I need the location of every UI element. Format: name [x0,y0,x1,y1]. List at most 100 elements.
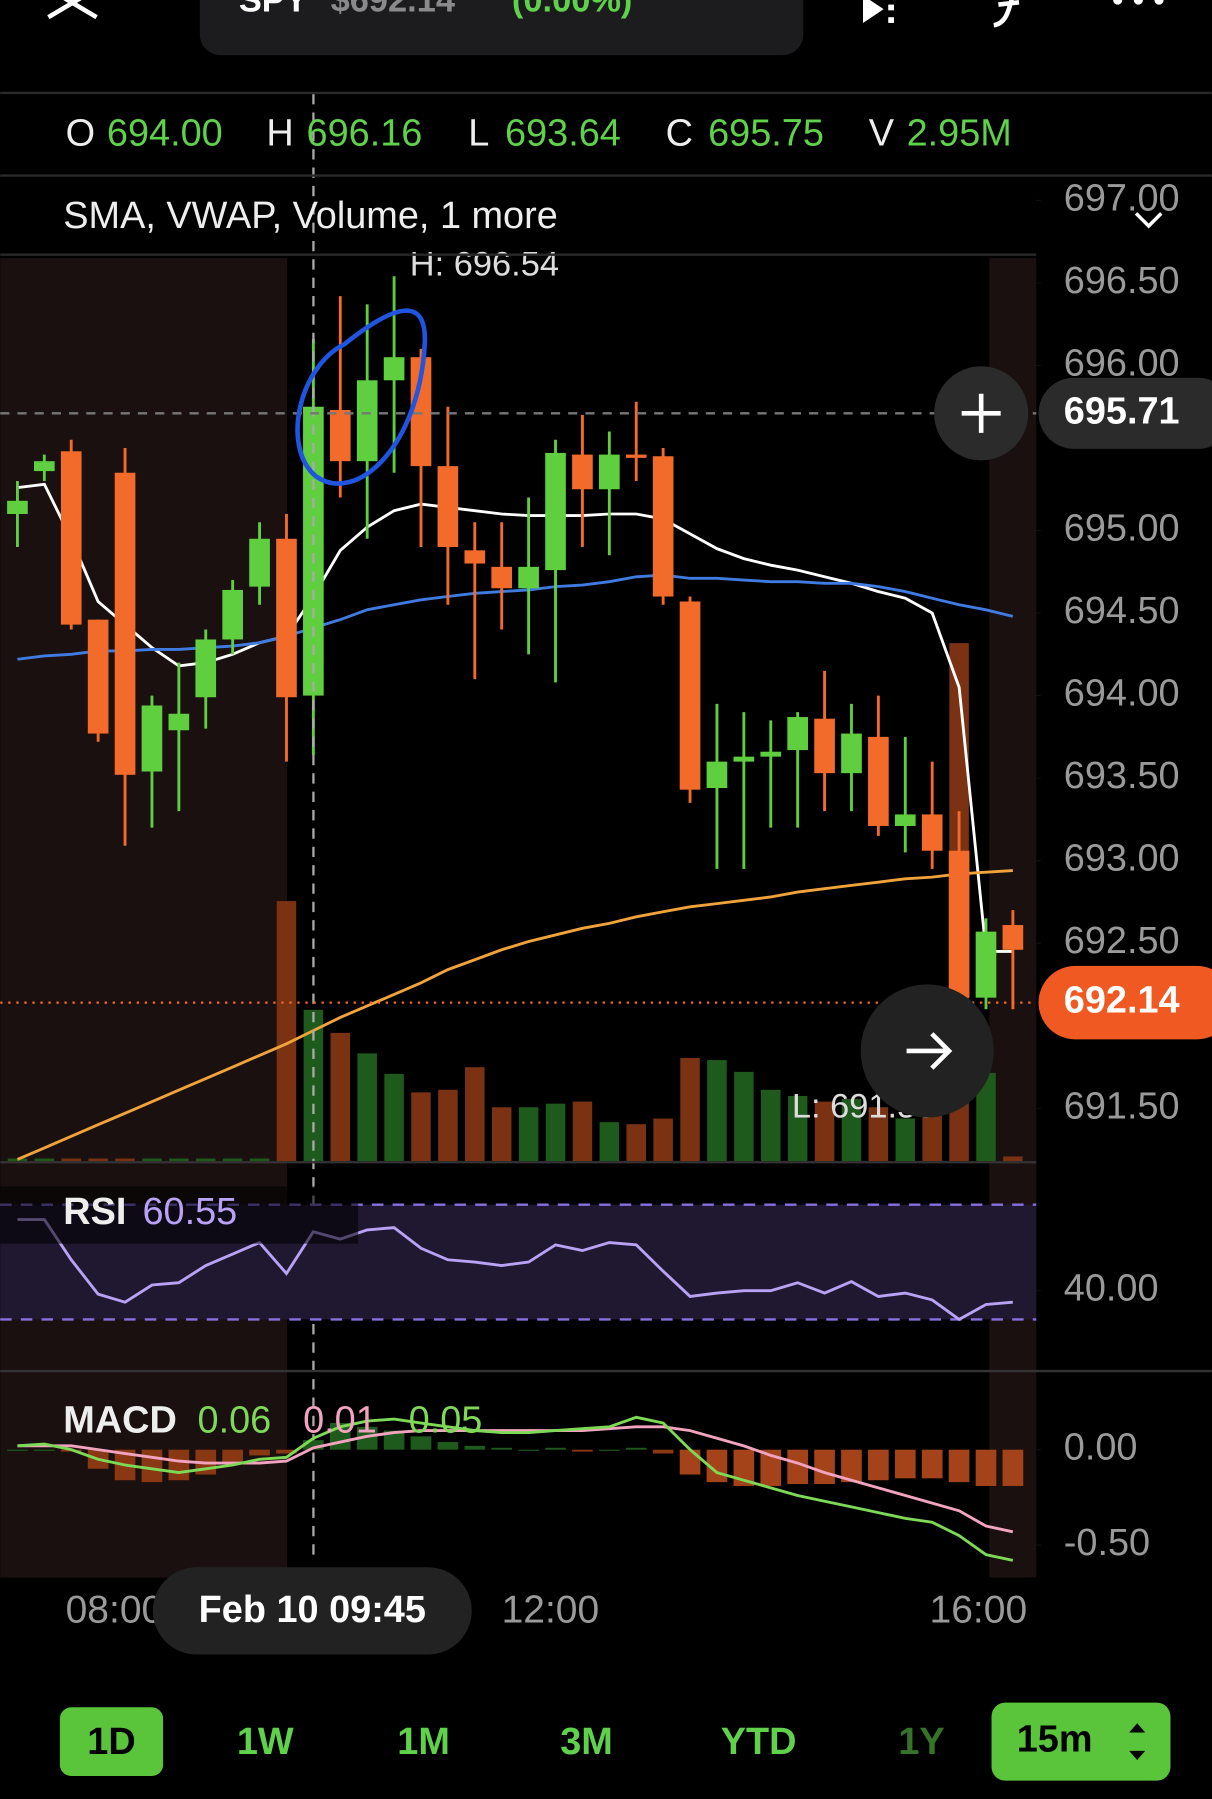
indicators-chevron[interactable] [1134,212,1163,229]
bottom-layer: 08:00 12:00 16:00 Feb 10 09:45 1D 1W 1M 3M YTD 1Y… [59,1567,1212,1781]
x-tick-label: 12:00 [502,1588,600,1631]
timeframe-selected-pill[interactable] [59,1707,164,1777]
play-icon [888,17,894,23]
volume-bar [787,1095,808,1162]
interval-pill[interactable] [991,1702,1171,1781]
macd-histogram-bar [356,1426,378,1450]
y-tick-label: 695.00 [1064,508,1180,550]
macd-histogram-bar [464,1445,486,1450]
premarket-shade [0,258,288,1578]
volume-bar [34,1158,55,1162]
candle-body [114,472,136,775]
y-tick-label: 693.50 [1064,755,1180,797]
candle-body [383,357,405,381]
macd-histogram-bar [948,1449,970,1483]
volume-bar [572,1101,593,1162]
ohlc-value: 694.00 [107,112,223,154]
x-tick-label: 16:00 [930,1588,1028,1631]
ohlc-key: H [266,112,293,154]
candle-body [760,751,782,757]
interval-arrows [1129,1723,1146,1760]
macd-histogram-bar [814,1449,835,1485]
volume-bar [276,901,297,1162]
macd-histogram-bar [7,1449,28,1451]
timeframe-option[interactable]: 3M [560,1721,613,1763]
macd-histogram-bar [249,1449,270,1456]
candle-body [195,639,217,698]
macd-tick-label: 0.00 [1064,1427,1138,1469]
fx-button[interactable] [993,0,1020,28]
symbol-change: (0.00%) [512,0,632,19]
macd-histogram-bar [652,1449,674,1454]
macd-histogram-bar [276,1449,297,1454]
indicators-label[interactable]: SMA, VWAP, Volume, 1 more [63,195,557,237]
ohlc-value: 2.95M [907,112,1012,154]
volume-bar [518,1107,539,1162]
volume-bar [895,1118,916,1162]
candle-body [572,454,593,490]
candle-body [948,850,970,998]
symbol-price: $692.14 [331,0,455,19]
symbol-pill[interactable] [199,0,804,56]
candle-body [410,357,432,467]
timeframe-option[interactable]: 1M [397,1721,450,1763]
candle-body [168,713,190,731]
volume-bar [61,1158,81,1162]
timeframe-option[interactable]: 1Y [898,1721,944,1763]
macd-histogram-bar [410,1436,432,1450]
interval-label: 15m [1017,1719,1093,1761]
macd-line [17,1415,1014,1562]
candle-body [625,454,647,458]
macd-histogram-bar [168,1449,190,1481]
volume-bar [411,1092,431,1162]
ohlc-key: L [468,112,489,154]
candle-layer [7,276,1024,1010]
replay-button[interactable] [863,0,894,23]
ohlc-value: 693.64 [505,112,621,154]
y-tick-label: 691.50 [1064,1085,1180,1127]
more-button[interactable] [1113,0,1164,5]
rsi-label-box [0,1186,359,1244]
candle-body [34,461,55,472]
macd-histogram-bar [625,1447,647,1450]
macd-histogram-bar [141,1449,163,1483]
last-price-label: 692.14 [1064,980,1180,1022]
candle-body [841,733,862,774]
last-price-pill [1038,965,1212,1040]
macd-histogram-bar [491,1447,513,1450]
rsi-line [17,1218,1013,1322]
more-dot [1133,0,1143,5]
candle-body [733,756,755,762]
indicator-line [16,869,1013,1161]
timeframe-option[interactable]: 1D [87,1721,135,1763]
ohlc-row: O 694.00 H 696.16 L 693.64 C 695.75 V 2.95M [66,112,1012,154]
macd-histogram-bar [894,1449,916,1479]
macd-histogram-bar [437,1442,459,1450]
rsi-name: RSI [63,1191,126,1233]
ohlc-key: O [66,112,95,154]
high-label: H: 696.54 [410,245,559,283]
candle-body [652,456,674,597]
candle-body [679,601,701,790]
candle-body [894,814,916,826]
rsi-value: 60.55 [142,1191,237,1233]
volume-bar [249,1158,270,1162]
volume-bar [491,1107,512,1162]
timeframe-option[interactable]: 1W [237,1721,294,1763]
close-button[interactable] [47,0,98,20]
timeframe-option[interactable]: YTD [721,1721,797,1763]
rsi-tick-label: 40.00 [1064,1268,1159,1310]
macd-value: 0.05 [409,1400,483,1442]
candle-body [921,814,943,851]
candle-body [868,736,889,826]
crosshair-price-pill [1038,377,1212,449]
macd-histogram-bar [841,1449,862,1483]
candle-body [329,410,351,462]
volume-bar [115,1158,135,1162]
macd-histogram-bar [303,1440,324,1450]
annotation-circle [295,308,428,486]
macd-value: 0.01 [303,1400,377,1442]
candle-body [87,619,109,734]
